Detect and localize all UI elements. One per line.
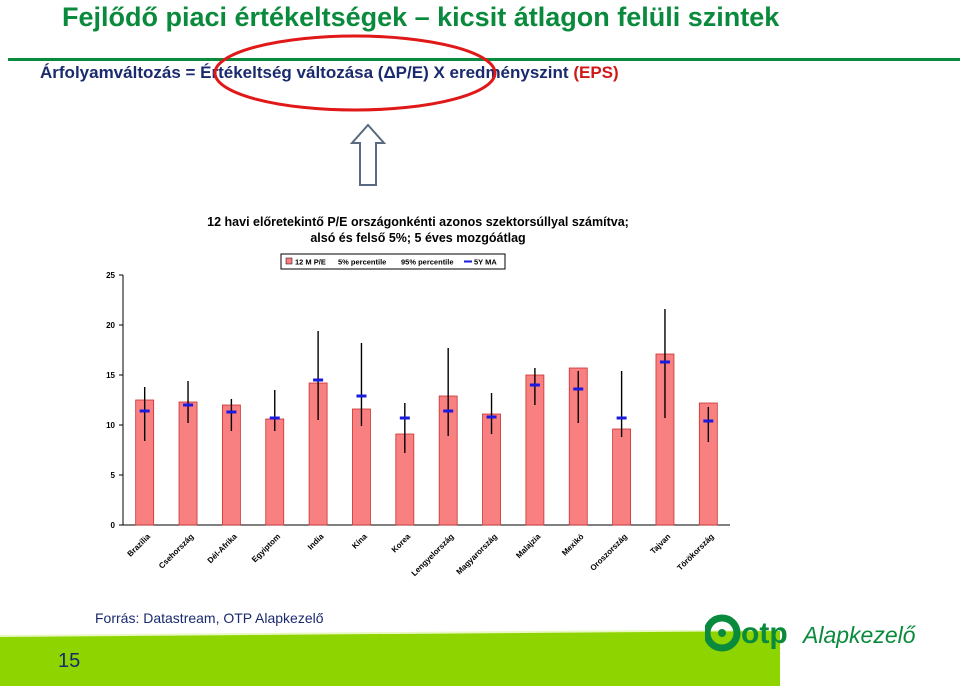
chart-axes: 0 5 10 15 20 25 Brazília Csehország Dél-Afrika Eg… bbox=[106, 271, 730, 578]
legend-swatch-pe bbox=[285, 257, 293, 265]
chart-legend: 12 M P/E 5% percentile 95% percentile 5Y MA bbox=[280, 253, 506, 270]
x-tick-label: Magyarország bbox=[455, 532, 499, 576]
x-tick-label: Kína bbox=[350, 532, 369, 551]
x-tick-label: Oroszország bbox=[588, 532, 629, 573]
x-tick-label: Tajvan bbox=[649, 532, 673, 556]
formula-valuation-change: Értékeltség változása (ΔP/E) bbox=[200, 63, 429, 82]
formula-price-change: Árfolyamváltozás = bbox=[40, 63, 201, 82]
legend-label: 5% percentile bbox=[338, 258, 386, 267]
up-arrow-icon bbox=[349, 123, 387, 186]
x-tick-label: India bbox=[306, 532, 326, 552]
x-tick-label: Csehország bbox=[157, 532, 196, 571]
chart-title-line2: alsó és felső 5%; 5 éves mozgóátlag bbox=[310, 231, 525, 245]
formula-eps: (EPS) bbox=[573, 63, 619, 82]
slide-title: Fejlődő piaci értékeltségek – kicsit átl… bbox=[62, 2, 780, 32]
legend-box bbox=[280, 253, 506, 270]
x-tick-label: Egyiptom bbox=[250, 532, 282, 564]
x-tick-label: Dél-Afrika bbox=[206, 532, 239, 565]
formula-times-earnings: X eredményszint bbox=[428, 63, 574, 82]
y-tick-label: 0 bbox=[111, 521, 116, 530]
page-number: 15 bbox=[58, 650, 81, 672]
highlight-circle bbox=[213, 34, 497, 112]
formula-line: Árfolyamváltozás = Értékeltség változása… bbox=[40, 63, 619, 83]
x-tick-label: Korea bbox=[390, 532, 413, 555]
otp-logo: otp Alapkezelő bbox=[705, 614, 917, 652]
y-tick-label: 25 bbox=[106, 271, 115, 280]
x-tick-label: Brazília bbox=[126, 532, 153, 559]
source-note: Forrás: Datastream, OTP Alapkezelő bbox=[95, 610, 324, 626]
x-tick-label: Lengyelország bbox=[410, 532, 456, 578]
x-tick-label: Malajzia bbox=[514, 532, 542, 560]
logo-sub-text: Alapkezelő bbox=[801, 622, 917, 648]
chart-marks bbox=[135, 309, 718, 526]
y-tick-label: 20 bbox=[106, 321, 115, 330]
bar-pe bbox=[698, 402, 718, 526]
bar-pe bbox=[612, 428, 632, 526]
y-tick-label: 5 bbox=[111, 471, 116, 480]
legend-label: 95% percentile bbox=[401, 258, 454, 267]
x-tick-label: Törökország bbox=[675, 532, 715, 572]
y-tick-label: 15 bbox=[106, 371, 115, 380]
footer-green-band bbox=[0, 630, 781, 686]
bar-pe bbox=[352, 408, 371, 526]
legend-label: 12 M P/E bbox=[295, 258, 326, 267]
y-tick-label: 10 bbox=[106, 421, 115, 430]
bar-pe bbox=[265, 418, 285, 526]
chart-title-line1: 12 havi előretekintő P/E országonkénti a… bbox=[207, 215, 629, 229]
bar-pe bbox=[568, 367, 588, 526]
chart-area: 12 havi előretekintő P/E országonkénti a… bbox=[106, 34, 730, 578]
logo-otp-text: otp bbox=[741, 617, 788, 650]
legend-label: 5Y MA bbox=[474, 258, 497, 267]
x-tick-label: Mexikó bbox=[560, 532, 586, 558]
